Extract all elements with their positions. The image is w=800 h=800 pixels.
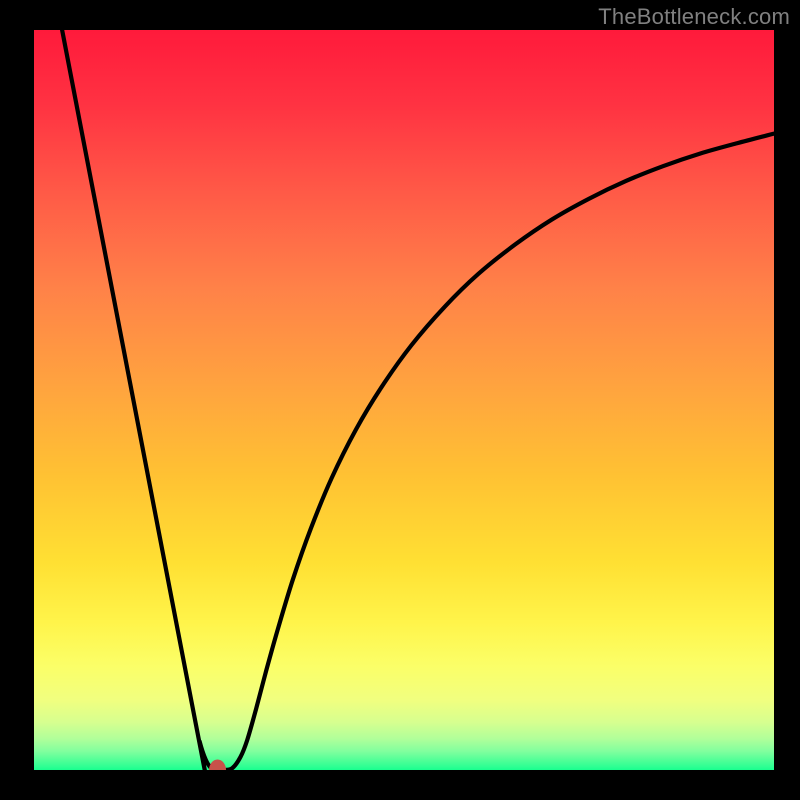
bottleneck-chart	[0, 0, 800, 800]
watermark-text: TheBottleneck.com	[598, 4, 790, 30]
